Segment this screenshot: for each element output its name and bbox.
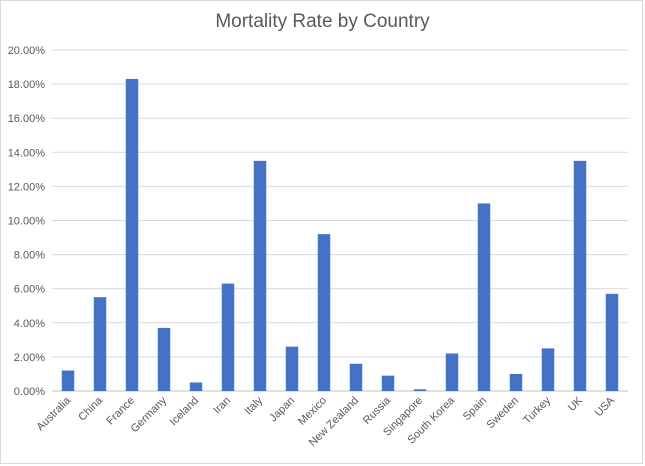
bar-france: [125, 78, 139, 392]
bar-usa: [605, 293, 619, 391]
bar-iran: [221, 283, 235, 391]
x-tick-label: Germany: [129, 394, 170, 435]
x-tick-label: Turkey: [521, 394, 553, 426]
y-tick-label: 12.00%: [8, 181, 46, 193]
y-tick-label: 14.00%: [8, 147, 46, 159]
x-tick-label: Sweden: [485, 395, 522, 432]
x-tick-label: Japan: [267, 395, 297, 425]
bar-china: [93, 297, 107, 391]
bar-russia: [381, 375, 395, 391]
bar-turkey: [541, 348, 555, 391]
bar-south-korea: [445, 353, 459, 391]
x-tick-label: Iceland: [168, 395, 202, 429]
bar-mexico: [317, 234, 331, 391]
y-tick-label: 0.00%: [14, 386, 45, 398]
x-tick-label: China: [76, 394, 105, 423]
y-tick-label: 18.00%: [8, 79, 46, 91]
bar-australia: [61, 370, 75, 391]
y-tick-label: 8.00%: [14, 250, 45, 262]
x-tick-label: Iran: [211, 395, 233, 417]
bar-japan: [285, 346, 299, 391]
y-tick-label: 6.00%: [14, 284, 45, 296]
x-tick-label: UK: [566, 394, 586, 414]
bar-italy: [253, 160, 267, 391]
bar-iceland: [189, 382, 203, 391]
x-tick-label: Italy: [242, 394, 265, 417]
bar-sweden: [509, 373, 523, 391]
y-tick-label: 16.00%: [8, 113, 46, 125]
bar-germany: [157, 327, 171, 391]
bar-singapore: [413, 389, 427, 391]
bar-new-zealand: [349, 363, 363, 391]
bar-spain: [477, 203, 491, 391]
chart-title: Mortality Rate by Country: [215, 11, 430, 32]
x-tick-label: USA: [593, 394, 618, 419]
bar-uk: [573, 160, 587, 391]
x-tick-label: Spain: [461, 395, 489, 423]
y-tick-label: 20.00%: [8, 45, 46, 57]
y-tick-label: 2.00%: [14, 352, 45, 364]
y-tick-label: 10.00%: [8, 216, 46, 228]
y-tick-label: 4.00%: [14, 318, 45, 330]
x-tick-label: Australia: [34, 394, 73, 433]
